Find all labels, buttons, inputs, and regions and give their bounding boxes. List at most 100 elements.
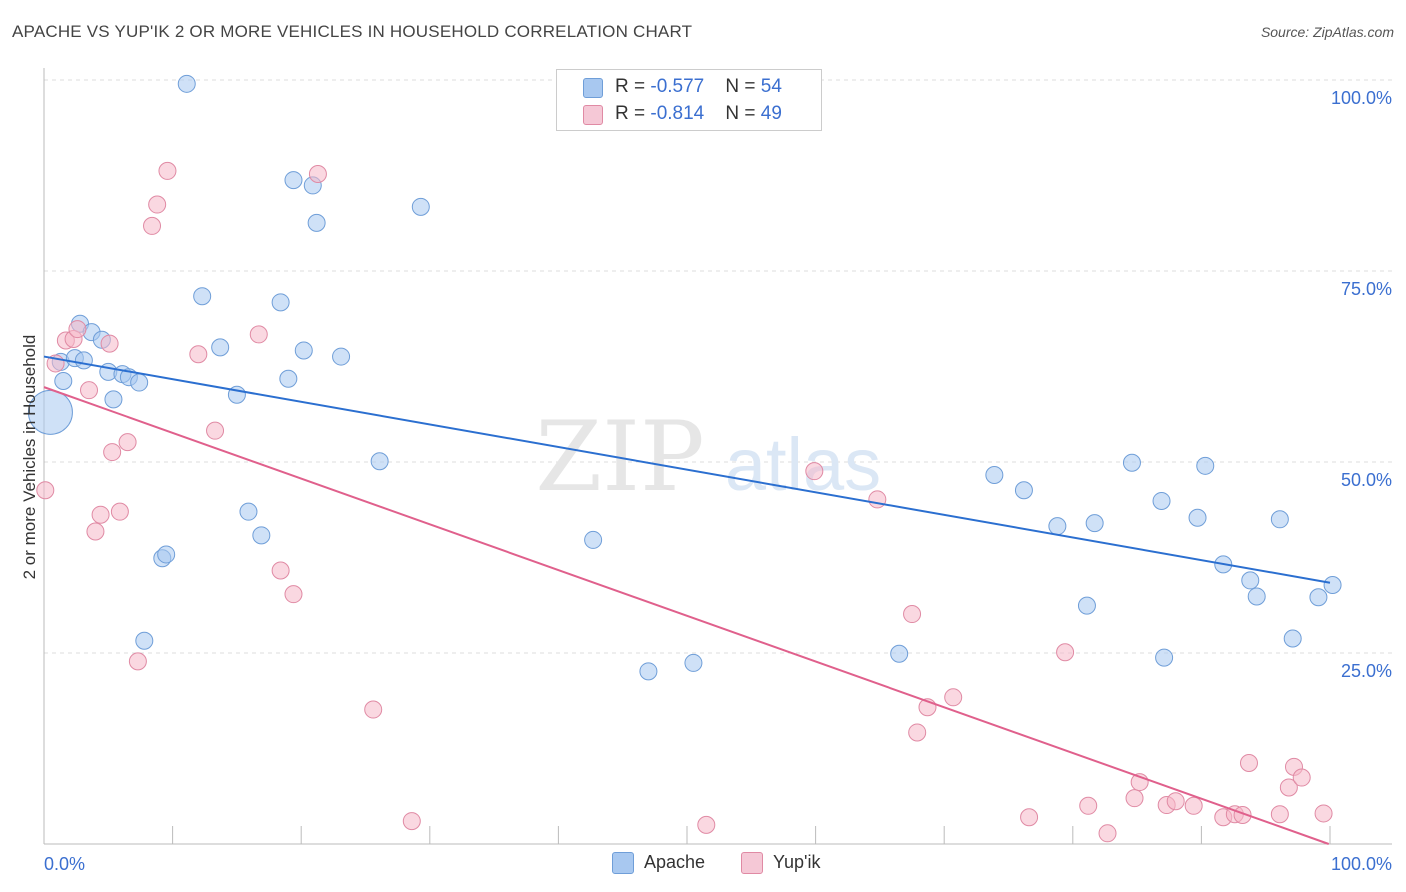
yupik-point — [91, 505, 110, 524]
apache-point — [1048, 517, 1067, 536]
legend-r-label: R = — [615, 76, 651, 97]
apache-point — [1270, 510, 1289, 529]
bottom-legend-swatch-apache — [612, 852, 634, 875]
apache-point — [54, 372, 73, 391]
apache-point — [294, 341, 313, 360]
bottom-legend-label-apache: Apache — [644, 852, 706, 872]
yupik-point — [271, 561, 290, 580]
y-tick-label: 100.0% — [1331, 88, 1392, 108]
yupik-point — [1079, 796, 1098, 815]
yupik-point — [206, 421, 225, 440]
apache-point — [307, 213, 326, 232]
yupik-point — [1233, 805, 1252, 824]
y-tick-label: 75.0% — [1341, 279, 1392, 299]
yupik-point — [868, 490, 887, 509]
apache-point — [130, 373, 149, 392]
y-tick-label: 25.0% — [1341, 661, 1392, 681]
bottom-legend-apache: Apache — [612, 852, 706, 875]
apache-point — [1077, 596, 1096, 615]
legend-n-value-yupik: 49 — [760, 103, 782, 124]
apache-point — [985, 465, 1004, 484]
yupik-point — [402, 812, 421, 831]
apache-point — [104, 390, 123, 409]
yupik-point — [103, 443, 122, 462]
apache-point — [411, 197, 430, 216]
apache-point — [1014, 481, 1033, 500]
yupik-point — [118, 433, 137, 452]
y-tick-label: 50.0% — [1341, 470, 1392, 490]
yupik-point — [1270, 805, 1289, 824]
apache-point — [1247, 587, 1266, 606]
correlation-legend: R = -0.577 N = 54 R = -0.814 N = 49 — [556, 69, 822, 131]
yupik-point — [1239, 754, 1258, 773]
yupik-point — [903, 605, 922, 624]
yupik-point — [308, 164, 327, 183]
tick-labels: 100.0% 75.0% 50.0% 25.0% 0.0% 100.0% — [44, 88, 1392, 874]
yupik-point — [1292, 768, 1311, 787]
apache-point — [639, 662, 658, 681]
yupik-point — [1166, 792, 1185, 811]
grid-lines — [44, 79, 1392, 654]
bottom-legend-yupik: Yup'ik — [741, 852, 821, 875]
apache-point — [284, 171, 303, 190]
legend-n-label: N = — [725, 76, 761, 97]
yupik-point — [128, 652, 147, 671]
yupik-point — [805, 462, 824, 481]
apache-point — [1323, 576, 1342, 595]
legend-r-value-yupik: -0.814 — [650, 103, 705, 124]
apache-point — [252, 526, 271, 545]
bottom-legend-label-yupik: Yup'ik — [773, 852, 821, 872]
yupik-point — [189, 345, 208, 364]
apache-point — [1196, 456, 1215, 475]
apache-point — [177, 74, 196, 93]
legend-r-label: R = — [615, 103, 651, 124]
apache-point — [1085, 514, 1104, 533]
yupik-point — [100, 334, 119, 353]
yupik-point — [68, 320, 87, 339]
apache-point — [584, 530, 603, 549]
apache-point — [74, 351, 93, 370]
apache-point — [1188, 508, 1207, 527]
apache-point — [193, 287, 212, 306]
y-axis-label: 2 or more Vehicles in Household — [20, 334, 39, 580]
apache-point — [684, 653, 703, 672]
legend-n-value-apache: 54 — [760, 76, 782, 97]
apache-point — [332, 347, 351, 366]
axes — [43, 68, 1392, 845]
yupik-point — [1020, 808, 1039, 827]
yupik-point — [158, 161, 177, 180]
apache-point — [1152, 491, 1171, 510]
legend-swatch-apache — [583, 78, 603, 98]
apache-trend-line — [43, 355, 1331, 584]
yupik-point — [110, 502, 129, 521]
yupik-point — [1056, 643, 1075, 662]
yupik-point — [148, 195, 167, 214]
apache-point — [1155, 648, 1174, 667]
yupik-point — [1279, 778, 1298, 797]
yupik-point — [143, 216, 162, 235]
x-tick-label: 0.0% — [44, 854, 85, 874]
apache-point — [1241, 571, 1260, 590]
apache-point — [1309, 588, 1328, 607]
yupik-point — [1098, 824, 1117, 843]
chart-title: APACHE VS YUP'IK 2 OR MORE VEHICLES IN H… — [12, 22, 693, 41]
yupik-point — [284, 585, 303, 604]
yupik-point — [36, 481, 55, 500]
apache-point — [1122, 453, 1141, 472]
yupik-point — [908, 723, 927, 742]
apache-point — [271, 293, 290, 312]
apache-point — [370, 452, 389, 471]
source-label: Source: ZipAtlas.com — [1260, 24, 1394, 40]
apache-point — [239, 502, 258, 521]
yupik-point — [249, 325, 268, 344]
bottom-legend-swatch-yupik — [741, 852, 763, 875]
yupik-point — [1125, 789, 1144, 808]
apache-point — [1283, 629, 1302, 648]
trend-lines — [43, 355, 1331, 845]
apache-point — [157, 545, 176, 564]
apache-point — [211, 338, 230, 357]
watermark: ZIP atlas — [535, 401, 881, 513]
yupik-point — [364, 700, 383, 719]
yupik-point — [86, 522, 105, 541]
